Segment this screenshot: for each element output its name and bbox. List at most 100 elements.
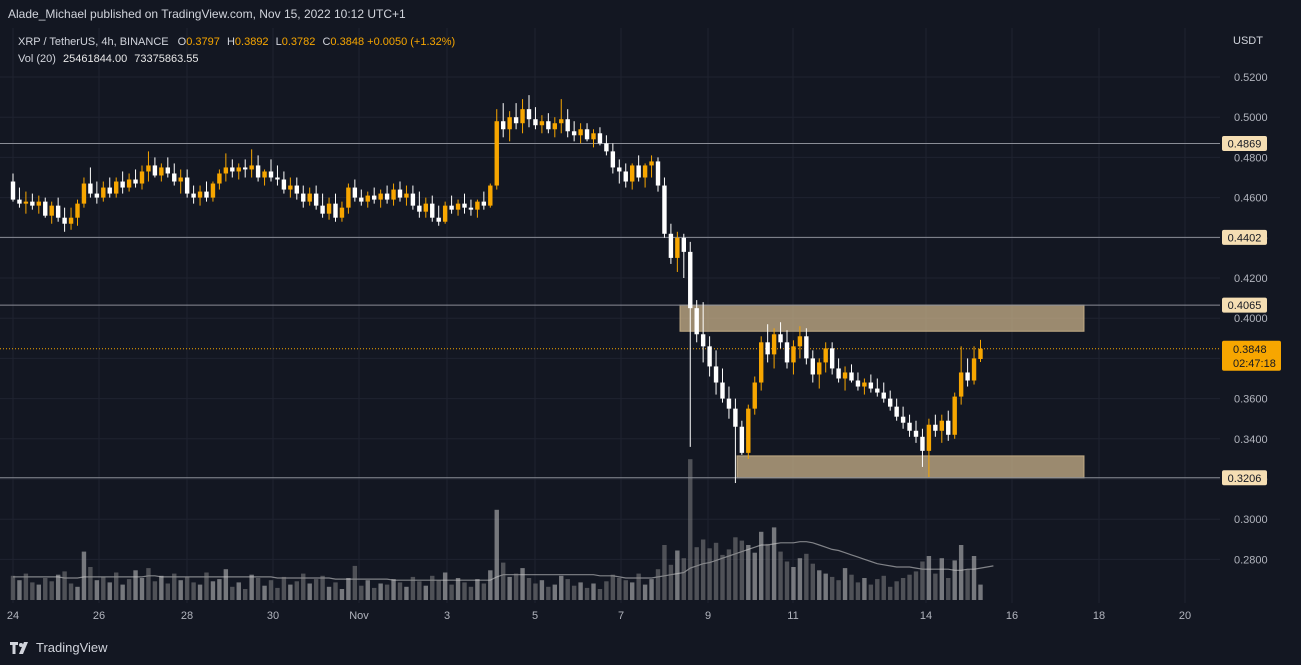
candle-body (591, 133, 596, 140)
candle-body (533, 119, 538, 126)
volume-legend: Vol (20) 25461844.00 73375863.55 (18, 53, 199, 65)
candle-body (907, 422, 912, 431)
volume-bar (255, 578, 261, 600)
volume-bar (591, 583, 596, 600)
candle-body (836, 368, 841, 379)
volume-bar (494, 509, 499, 600)
volume-bar (172, 573, 177, 600)
candle-body (771, 334, 777, 355)
y-tick-label: 0.3600 (1234, 394, 1268, 406)
volume-bar (365, 580, 370, 600)
candle-body (552, 123, 557, 130)
volume-bar (546, 586, 551, 600)
volume-bar (488, 570, 493, 600)
volume-bar (268, 580, 274, 600)
y-tick-label: 0.4200 (1234, 273, 1268, 285)
volume-bar (481, 583, 487, 600)
volume-bar (610, 574, 616, 600)
high-value: 0.3892 (234, 36, 269, 48)
volume-label: Vol (20) (18, 53, 56, 65)
candle-body (688, 251, 693, 309)
open-label: O (177, 36, 187, 48)
candle-body (630, 165, 635, 182)
candle-body (810, 358, 815, 375)
candle-body (191, 193, 196, 198)
candle-body (604, 143, 609, 152)
candle-body (713, 366, 719, 383)
candle-body (36, 201, 41, 206)
last-price-label: 0.3848 (1233, 344, 1267, 356)
candle-body (900, 416, 906, 423)
volume-bar (726, 549, 732, 600)
volume-bar (862, 578, 867, 600)
volume-bar (462, 582, 467, 600)
x-tick-label: Nov (349, 610, 369, 622)
candle-body (494, 121, 499, 186)
candle-body (178, 177, 183, 182)
volume-bar (868, 584, 874, 600)
candle-body (507, 117, 512, 130)
candle-body (55, 205, 61, 218)
candle-body (823, 348, 828, 363)
candle-body (410, 193, 416, 206)
candle-body (623, 171, 628, 182)
candle-body (197, 191, 203, 198)
candle-body (210, 183, 216, 198)
candle-body (842, 372, 848, 379)
candle-body (372, 195, 377, 200)
volume-bar (888, 586, 893, 600)
candle-body (765, 342, 770, 355)
volume-bar (688, 459, 693, 600)
volume-bar (875, 579, 880, 600)
volume-bar (520, 568, 525, 600)
tradingview-logo[interactable]: TradingView (10, 640, 108, 655)
candle-body (610, 151, 616, 168)
candle-body (642, 165, 648, 178)
y-tick-label: 0.4000 (1234, 313, 1268, 325)
candle-body (546, 121, 551, 130)
volume-bar (243, 589, 248, 600)
candle-body (397, 189, 403, 198)
volume-bar (468, 586, 474, 600)
candle-body (481, 201, 487, 206)
candle-body (888, 398, 893, 407)
volume-bar (139, 578, 145, 600)
volume-bar (133, 570, 138, 600)
candle-body (952, 396, 957, 435)
candle-body (978, 348, 983, 360)
resistance-zone (679, 304, 1085, 332)
volume-bar (784, 561, 790, 600)
volume-bar (378, 583, 383, 600)
last-price-tag (1222, 340, 1281, 371)
volume-bar (417, 581, 422, 600)
x-tick-label: 7 (618, 610, 624, 622)
candle-body (752, 382, 757, 409)
y-tick-label: 0.3400 (1234, 434, 1268, 446)
volume-bar (681, 558, 686, 600)
volume-bars (10, 459, 983, 600)
axis-currency-label: USDT (1233, 35, 1263, 47)
candle-body (294, 185, 299, 194)
candle-body (320, 205, 325, 214)
volume-bar (668, 564, 674, 600)
y-tick-label: 0.3000 (1234, 514, 1268, 526)
candle-body (230, 167, 235, 172)
volume-bar (313, 579, 319, 600)
x-tick-label: 5 (532, 610, 538, 622)
volume-bar (526, 578, 532, 600)
volume-bar (81, 551, 87, 600)
volume-value: 25461844.00 (62, 53, 128, 65)
candle-body (81, 183, 87, 204)
candle-body (862, 382, 867, 387)
candle-body (804, 336, 809, 359)
candle-body (404, 193, 409, 198)
candle-body (88, 183, 93, 194)
candle-body (849, 372, 854, 381)
candle-body (146, 165, 151, 172)
candle-body (436, 217, 441, 222)
time-axis[interactable]: 24 26 28 30 Nov 3 5 7 9 11 14 16 18 20 (7, 610, 1191, 622)
x-tick-label: 9 (705, 610, 711, 622)
candle-body (442, 205, 448, 222)
volume-bar (707, 548, 712, 600)
